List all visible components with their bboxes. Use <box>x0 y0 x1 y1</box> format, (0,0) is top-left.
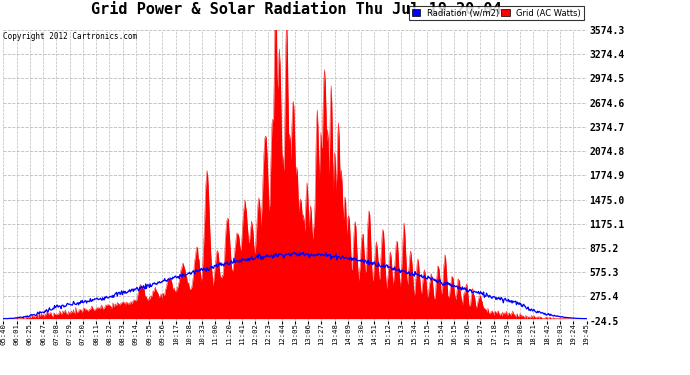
Text: Copyright 2012 Cartronics.com: Copyright 2012 Cartronics.com <box>3 32 137 41</box>
Legend: Radiation (w/m2), Grid (AC Watts): Radiation (w/m2), Grid (AC Watts) <box>409 6 584 20</box>
Text: Grid Power & Solar Radiation Thu Jul 19 20:04: Grid Power & Solar Radiation Thu Jul 19 … <box>91 2 502 17</box>
